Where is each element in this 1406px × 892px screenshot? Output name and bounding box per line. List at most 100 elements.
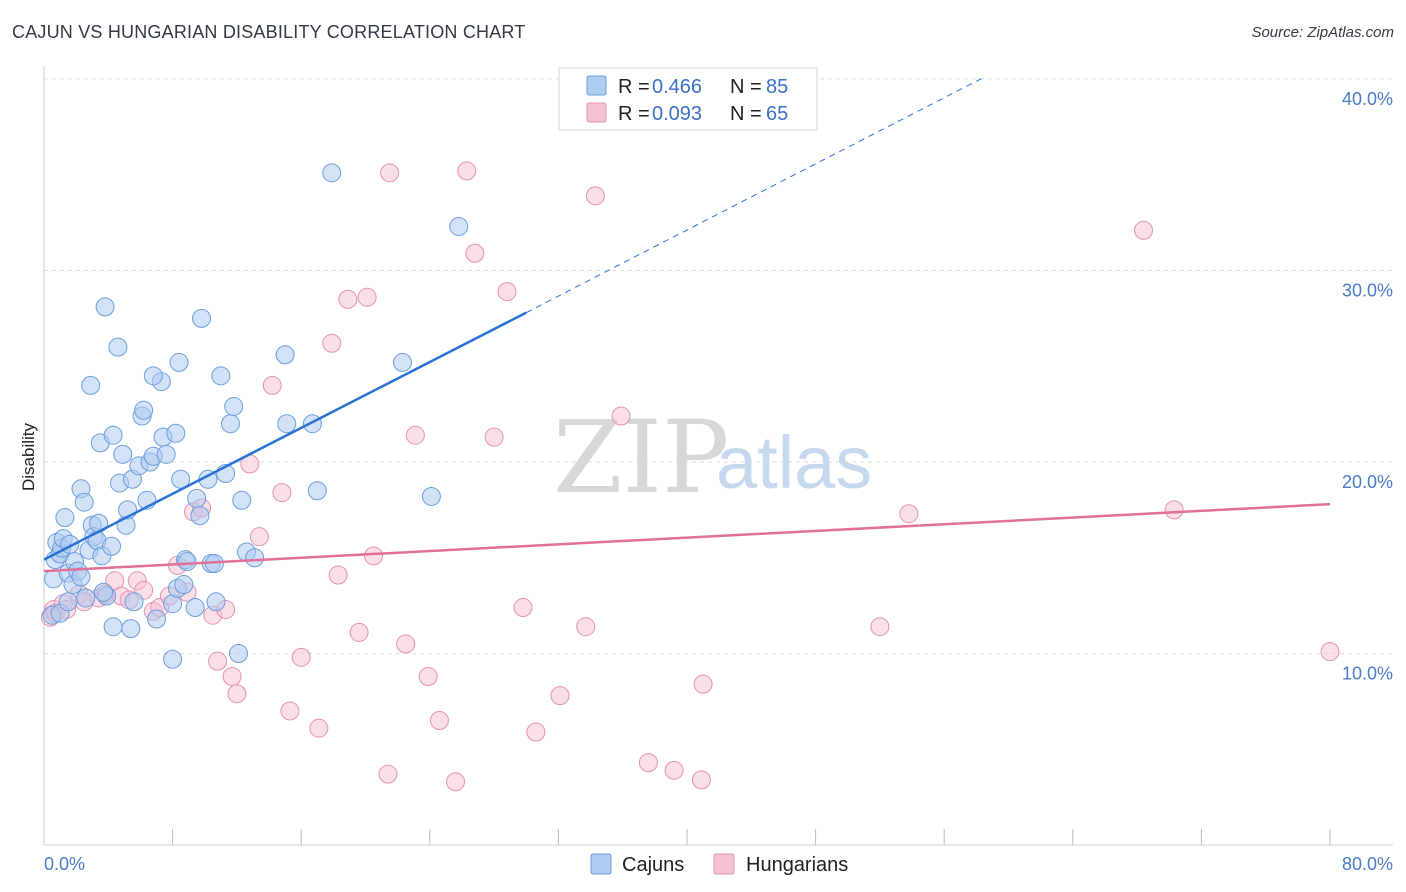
cajun-point	[58, 592, 78, 612]
hungarian-point	[280, 701, 300, 721]
cajun-point	[93, 582, 113, 602]
cajun-point	[95, 297, 115, 317]
cajuns-r-label: R =	[618, 76, 650, 98]
cajun-point	[224, 396, 244, 416]
hungarian-point	[585, 186, 605, 206]
cajun-point	[307, 481, 327, 501]
legend-cajuns-label: Cajuns	[622, 854, 684, 876]
hungarian-point	[638, 753, 658, 773]
hungarian-point	[208, 651, 228, 671]
cajun-point	[171, 469, 191, 489]
hungarian-point	[262, 375, 282, 395]
x-tick-min: 0.0%	[44, 854, 85, 874]
cajuns-n-value: 85	[766, 76, 788, 98]
x-tick-max: 80.0%	[1342, 854, 1393, 874]
cajun-point	[124, 592, 144, 612]
chart-title: CAJUN VS HUNGARIAN DISABILITY CORRELATIO…	[12, 22, 526, 42]
hungarian-point	[550, 686, 570, 706]
cajun-point	[102, 536, 122, 556]
hungarian-point	[309, 718, 329, 738]
cajun-point	[192, 308, 212, 328]
hungarian-point	[222, 666, 242, 686]
cajun-point	[74, 492, 94, 512]
hungarian-point	[446, 772, 466, 792]
cajun-point	[108, 337, 128, 357]
cajun-point	[392, 352, 412, 372]
hungarian-point	[272, 483, 292, 503]
cajuns-trend-extension	[526, 76, 985, 314]
watermark-zip: ZIP	[553, 399, 729, 516]
y-tick-labels: 10.0% 20.0% 30.0% 40.0%	[1342, 89, 1393, 684]
hungarian-point	[328, 565, 348, 585]
hungarian-point	[664, 760, 684, 780]
y-tick-label: 20.0%	[1342, 472, 1393, 492]
hungarian-point	[322, 333, 342, 353]
cajun-point	[449, 216, 469, 236]
axes	[43, 66, 1393, 846]
cajun-point	[166, 423, 186, 443]
cajuns-swatch	[586, 75, 607, 96]
cajun-point	[103, 617, 123, 637]
y-tick-label: 30.0%	[1342, 281, 1393, 301]
hungarian-point	[693, 674, 713, 694]
hungarian-point	[691, 770, 711, 790]
hungarian-point	[1134, 220, 1154, 240]
cajun-point	[302, 414, 322, 434]
cajun-point	[163, 649, 183, 669]
cajun-point	[81, 375, 101, 395]
cajuns-r-value: 0.466	[652, 76, 702, 98]
hungarians-trend-line	[43, 502, 1331, 573]
hungarian-point	[526, 722, 546, 742]
cajun-point	[421, 486, 441, 506]
legend-cajuns-swatch	[590, 853, 612, 875]
hungarian-point	[249, 527, 269, 547]
legend-hungarians-label: Hungarians	[746, 854, 848, 876]
cajun-point	[322, 163, 342, 183]
hungarians-n-value: 65	[766, 103, 788, 125]
cajuns-trend-line	[43, 311, 527, 561]
cajun-point	[275, 345, 295, 365]
hungarian-point	[338, 289, 358, 309]
cajun-point	[121, 619, 141, 639]
cajun-point	[232, 490, 252, 510]
cajun-point	[211, 366, 231, 386]
cajun-point	[156, 444, 176, 464]
hungarian-point	[484, 427, 504, 447]
cajun-point	[113, 444, 133, 464]
hungarian-point	[405, 425, 425, 445]
cajun-point	[206, 592, 226, 612]
hungarians-n-label: N =	[730, 103, 762, 125]
hungarian-point	[1320, 642, 1340, 662]
cajun-point	[277, 414, 297, 434]
hungarian-point	[380, 163, 400, 183]
cajun-point	[220, 414, 240, 434]
series-legend: Cajuns Hungarians	[590, 853, 848, 876]
cajun-point	[190, 506, 210, 526]
cajun-point	[245, 548, 265, 568]
cajun-point	[103, 425, 123, 445]
hungarian-point	[349, 622, 369, 642]
hungarians-swatch	[586, 102, 607, 123]
cajun-point	[55, 508, 75, 528]
hungarians-r-label: R =	[618, 103, 650, 125]
hungarian-point	[396, 634, 416, 654]
cajun-point	[185, 598, 205, 618]
trend-lines	[43, 76, 1331, 573]
source-label: Source: ZipAtlas.com	[1251, 24, 1394, 41]
cajun-point	[169, 352, 189, 372]
cajun-point	[229, 644, 249, 663]
y-tick-label: 10.0%	[1342, 664, 1393, 684]
hungarian-point	[418, 666, 438, 686]
hungarian-point	[576, 617, 596, 637]
cajun-point	[147, 609, 167, 629]
cajun-point	[177, 552, 197, 572]
cajuns-points	[42, 163, 469, 669]
hungarian-point	[611, 406, 631, 426]
watermark-atlas: atlas	[716, 421, 872, 504]
hungarian-point	[364, 546, 384, 566]
hungarian-point	[291, 647, 311, 667]
cajun-point	[174, 575, 194, 595]
cajun-point	[71, 567, 91, 587]
hungarian-point	[899, 504, 919, 524]
